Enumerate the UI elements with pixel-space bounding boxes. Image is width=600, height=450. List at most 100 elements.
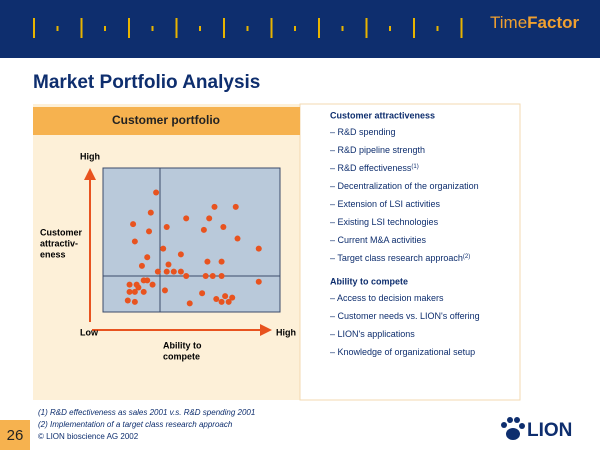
tick [436,26,439,31]
point [204,258,211,265]
tick [294,26,296,31]
arrow-head [260,324,272,336]
tick [318,18,320,38]
point [170,268,177,275]
point [220,224,227,231]
logo: TimeFactor [490,13,579,32]
axis-end-label: Low [80,327,99,337]
paw-icon [501,417,525,440]
point [218,258,225,265]
list-item: – Decentralization of the organization [330,181,479,191]
point [211,203,218,210]
point [255,278,262,285]
tick [80,18,83,38]
point [234,235,241,242]
header-ticks [33,18,463,38]
x-axis-label: compete [163,351,200,361]
point [177,268,184,275]
point [163,268,170,275]
tick [413,18,415,38]
tick [128,18,130,38]
point [126,288,133,295]
tick [56,26,59,31]
point [225,298,232,305]
right-panel [299,103,521,401]
list-item: – Extension of LSI activities [330,199,441,209]
axis-end-label: High [80,151,100,161]
copyright: © LION bioscience AG 2002 [38,432,139,441]
points [124,189,262,307]
point [202,273,209,279]
tick [151,26,154,31]
y-axis-label: Customer [40,227,83,237]
axis-end-label: High [276,327,296,337]
list-item: – R&D spending [330,127,396,137]
tick [33,18,35,38]
tick [341,26,344,31]
point [163,224,170,231]
point [130,221,137,228]
list-item: – Knowledge of organizational setup [330,347,475,357]
list-item: – Existing LSI technologies [330,217,439,227]
point [183,273,190,279]
logo-part: Time [490,13,527,32]
y-axis-label: eness [40,249,66,259]
x-axis-label: Ability to [163,340,202,350]
tick [199,26,201,31]
point [131,238,138,245]
list-item: – Access to decision makers [330,293,444,303]
footnote: (1) R&D effectiveness as sales 2001 v.s.… [38,408,255,417]
point [209,273,216,279]
point [126,281,133,288]
point [229,294,236,301]
point [154,268,161,275]
panel-header [33,107,300,135]
point [199,290,206,297]
item-text: – Customer needs vs. LION's offering [330,311,480,321]
tick [270,18,273,38]
point [165,261,172,268]
item-note: (1) [411,164,418,170]
list-item: – Target class research approach(2) [330,253,470,263]
item-text: – LION's applications [330,329,415,339]
brand: LION [527,420,572,441]
list-item: – LION's applications [330,329,415,339]
point [146,228,153,235]
item-text: – R&D effectiveness [330,163,412,173]
item-text: – Access to decision makers [330,293,444,303]
tick [389,26,391,31]
point [149,281,156,288]
tick [104,26,106,31]
point [218,273,225,279]
point [153,189,160,196]
criteria: Customer attractiveness – R&D spending – R… [330,110,480,357]
point [147,209,154,216]
footnote: (2) Implementation of a target class res… [38,420,233,429]
point [222,293,229,300]
list-item: – Current M&A activities [330,235,427,245]
item-text: – Decentralization of the organization [330,181,479,191]
list-heading: Ability to compete [330,276,408,286]
point [177,251,184,258]
list-item: – R&D pipeline strength [330,145,425,155]
item-text: – Knowledge of organizational setup [330,347,475,357]
point [213,296,220,303]
slide-title: Market Portfolio Analysis [33,72,260,93]
tick [223,18,225,38]
y-axis-label: attractiv- [40,238,78,248]
tick [246,26,249,31]
point [135,284,142,291]
point [124,297,131,304]
item-text: – R&D spending [330,127,396,137]
item-text: – R&D pipeline strength [330,145,425,155]
point [161,287,168,294]
item-text: – Current M&A activities [330,235,427,245]
item-text: – Target class research approach [330,253,463,263]
point [218,298,225,305]
tick [175,18,178,38]
point [186,300,193,307]
item-text: – Extension of LSI activities [330,199,441,209]
arrow-head [84,168,96,180]
